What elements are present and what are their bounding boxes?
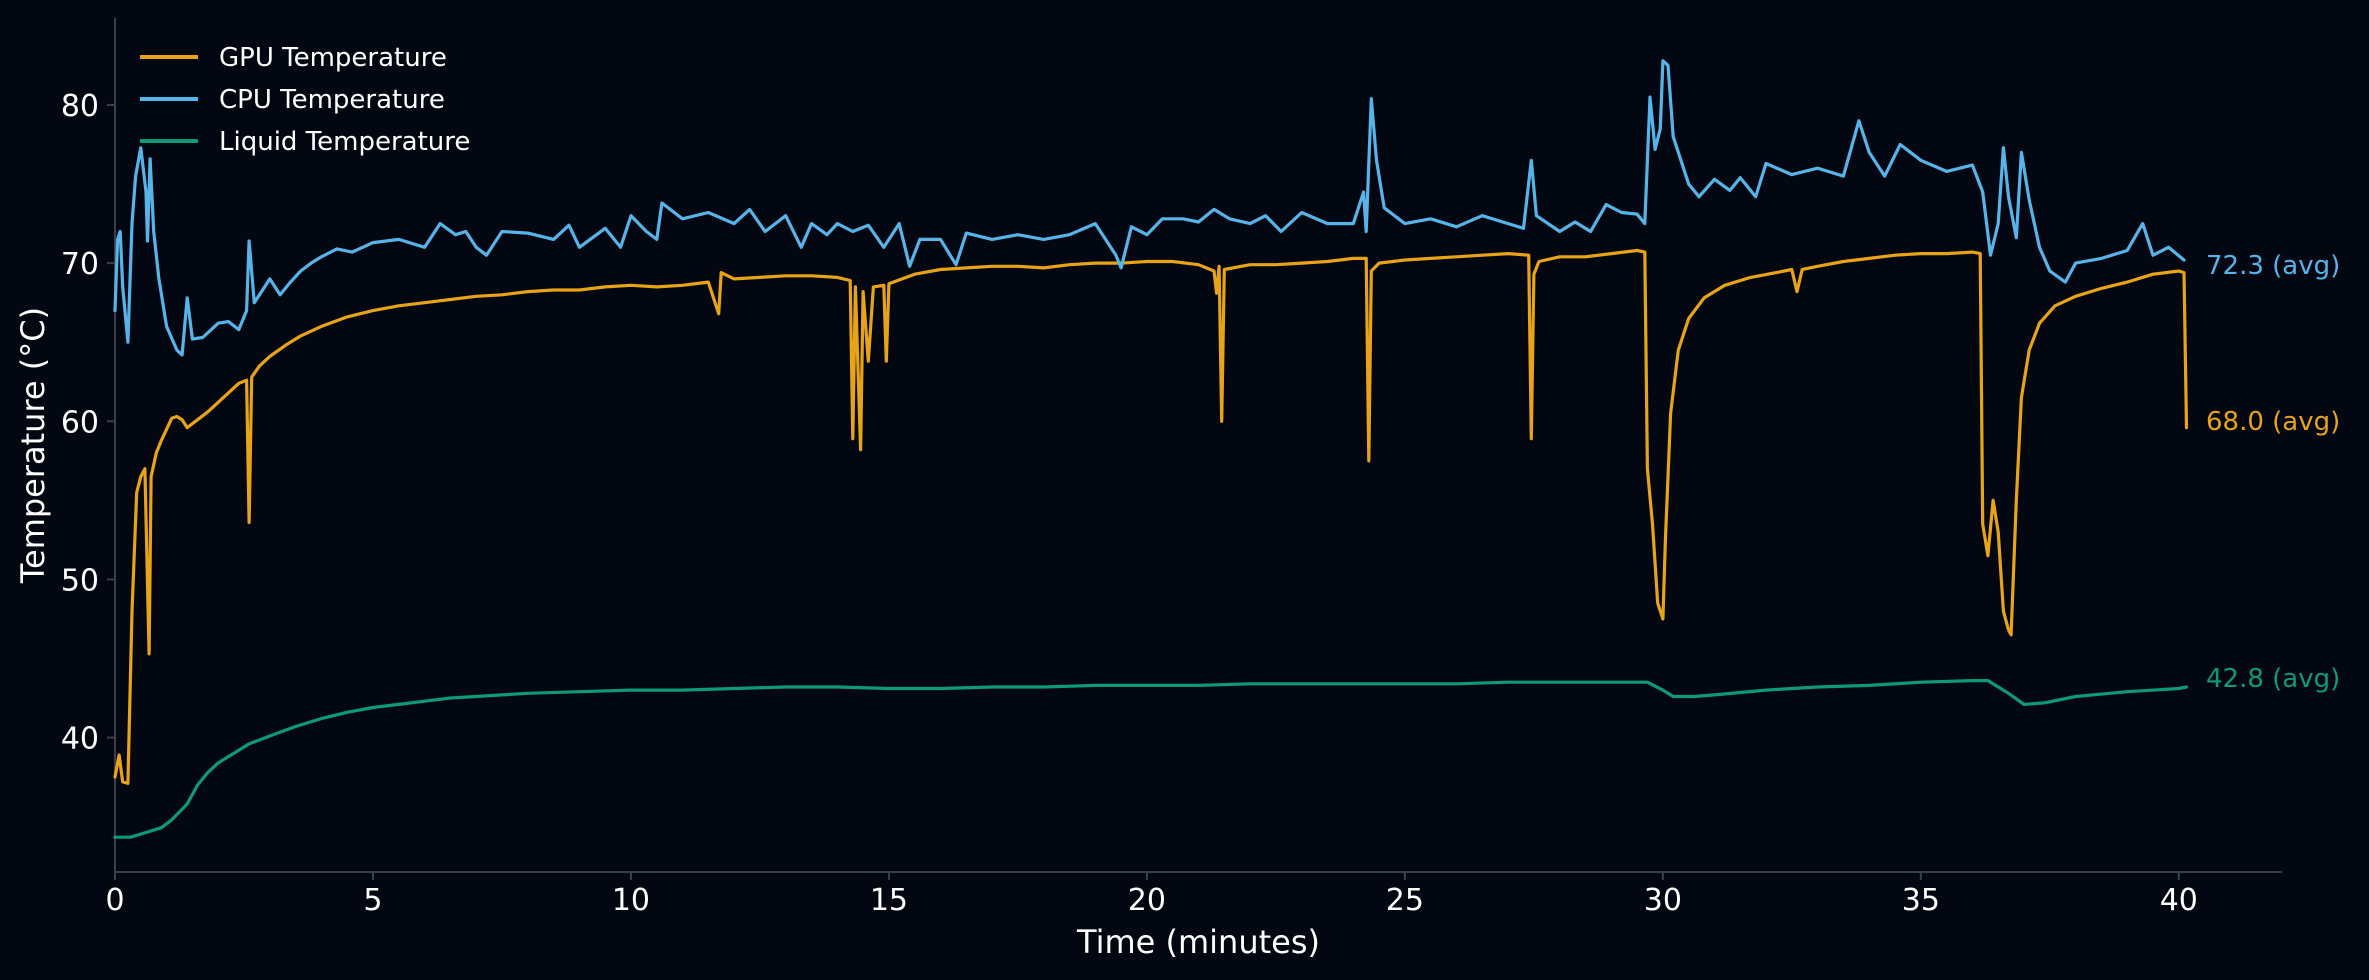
x-tick-label: 25 bbox=[1386, 883, 1424, 918]
x-tick-label: 30 bbox=[1644, 883, 1682, 918]
series-lines bbox=[113, 59, 2189, 839]
avg-labels: 68.0 (avg) 72.3 (avg) 42.8 (avg) bbox=[2206, 251, 2340, 694]
series-line-cpu-temperature bbox=[113, 59, 2186, 357]
avg-label-liquid-temperature: 42.8 (avg) bbox=[2206, 664, 2340, 694]
avg-label-gpu-temperature: 68.0 (avg) bbox=[2206, 407, 2340, 437]
y-tick-label: 50 bbox=[61, 563, 99, 598]
avg-label-cpu-temperature: 72.3 (avg) bbox=[2206, 251, 2340, 281]
x-tick-label: 35 bbox=[1902, 883, 1940, 918]
y-tick-label: 70 bbox=[61, 247, 99, 282]
series-line-gpu-temperature bbox=[113, 248, 2189, 785]
legend-label: CPU Temperature bbox=[219, 85, 445, 115]
x-tick-label: 40 bbox=[2160, 883, 2198, 918]
series-line-liquid-temperature bbox=[113, 679, 2189, 839]
y-tick-label: 60 bbox=[61, 405, 99, 440]
x-axis-title: Time (minutes) bbox=[1076, 923, 1320, 961]
x-tick-label: 15 bbox=[870, 883, 908, 918]
y-axis-title: Temperature (°C) bbox=[14, 307, 52, 584]
x-tick-label: 5 bbox=[363, 883, 382, 918]
y-ticks: 40 50 60 70 80 bbox=[61, 89, 115, 757]
legend-label: Liquid Temperature bbox=[219, 127, 470, 157]
legend: GPU Temperature CPU Temperature Liquid Tem… bbox=[140, 43, 470, 157]
y-tick-label: 80 bbox=[61, 89, 99, 124]
x-tick-label: 20 bbox=[1128, 883, 1166, 918]
x-tick-label: 10 bbox=[612, 883, 650, 918]
x-tick-label: 0 bbox=[105, 883, 124, 918]
y-tick-label: 40 bbox=[61, 722, 99, 757]
x-ticks: 0 5 10 15 20 25 30 35 40 bbox=[105, 872, 2198, 918]
legend-label: GPU Temperature bbox=[219, 43, 447, 73]
